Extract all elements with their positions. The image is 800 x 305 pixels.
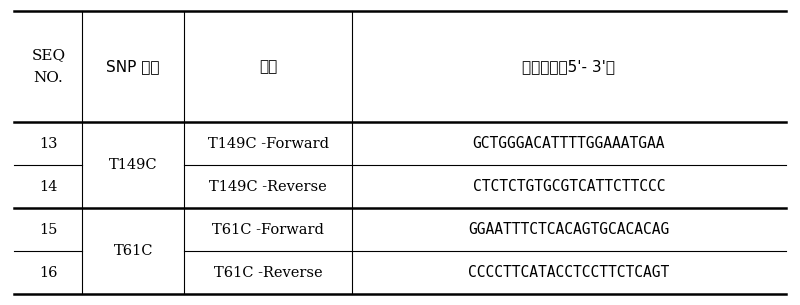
Text: T149C: T149C	[109, 158, 158, 172]
Text: 类型: 类型	[259, 59, 278, 74]
Text: 15: 15	[39, 223, 58, 237]
Text: GGAATTTCTCACAGTGCACACAG: GGAATTTCTCACAGTGCACACAG	[468, 222, 670, 237]
Text: GCTGGGACATTTTGGAAATGAA: GCTGGGACATTTTGGAAATGAA	[473, 136, 665, 151]
Text: CCCCTTCATACCTCCTTCTCAGT: CCCCTTCATACCTCCTTCTCAGT	[468, 265, 670, 280]
Text: T149C -Reverse: T149C -Reverse	[210, 180, 327, 194]
Text: SNP 位点: SNP 位点	[106, 59, 160, 74]
Text: 16: 16	[39, 266, 58, 280]
Text: SEQ
NO.: SEQ NO.	[31, 48, 66, 85]
Text: T61C -Forward: T61C -Forward	[212, 223, 324, 237]
Text: T61C: T61C	[114, 244, 153, 258]
Text: 扩增引物（5'- 3'）: 扩增引物（5'- 3'）	[522, 59, 615, 74]
Text: 14: 14	[39, 180, 58, 194]
Text: CTCTCTGTGCGTCATTCTTCCC: CTCTCTGTGCGTCATTCTTCCC	[473, 179, 665, 194]
Text: T149C -Forward: T149C -Forward	[208, 137, 329, 151]
Text: T61C -Reverse: T61C -Reverse	[214, 266, 322, 280]
Text: 13: 13	[39, 137, 58, 151]
